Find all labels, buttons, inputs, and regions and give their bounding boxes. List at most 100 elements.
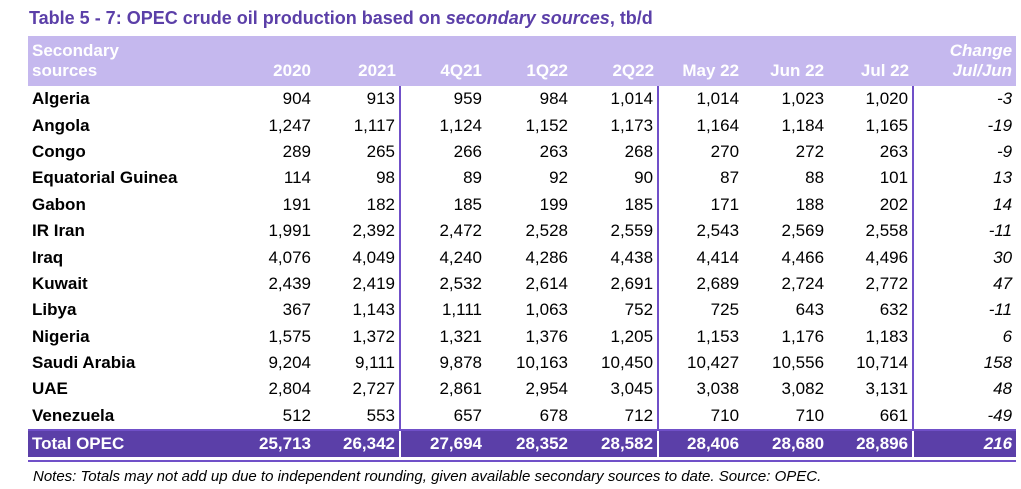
value-cell: 1,164 — [696, 115, 740, 135]
value-cell: 87 — [720, 168, 740, 188]
value-cell: 2,472 — [439, 221, 482, 241]
bottom-rule — [28, 460, 1016, 462]
value-cell: 2,724 — [781, 273, 825, 293]
value-cell: 643 — [795, 300, 825, 320]
header-col-may22: May 22 — [658, 61, 744, 86]
header-col-1q22: 1Q22 — [486, 61, 572, 86]
value-cell: 28,582 — [572, 429, 660, 458]
value-cell: 10,714 — [828, 349, 915, 377]
value-cell: 710 — [710, 405, 740, 425]
value-cell: 512 — [282, 405, 311, 425]
table-row: Libya 367 1,143 1,111 1,063 752 725 643 632 -11 — [28, 297, 1016, 324]
country-cell: Libya — [32, 300, 77, 320]
header-change-line1: Change — [913, 36, 1017, 61]
value-cell: 1,020 — [828, 86, 915, 113]
table-row: Algeria 904 913 959 984 1,014 1,014 1,023 1,020-… — [28, 86, 1016, 113]
change-cell: -11 — [988, 221, 1013, 241]
value-cell: 1,014 — [696, 89, 740, 109]
value-cell: 9,878 — [439, 353, 482, 373]
table-row: UAE 2,804 2,727 2,861 2,954 3,045 3,038 3,082 3,… — [28, 376, 1016, 403]
value-cell: 28,680 — [743, 429, 829, 458]
value-cell: 28,352 — [486, 429, 572, 458]
value-cell: 2,532 — [439, 273, 482, 293]
header-col-jun22: Jun 22 — [743, 61, 829, 86]
total-row: Total OPEC 25,713 26,342 27,694 28,352 28,582… — [28, 429, 1017, 458]
value-cell: 10,427 — [687, 353, 740, 373]
header-row-2: sources 2020 2021 4Q21 1Q22 2Q22 May 22 … — [28, 61, 1017, 86]
value-cell: 1,117 — [315, 112, 401, 139]
header-change-line2: Jul/Jun — [913, 61, 1017, 86]
value-cell: 4,414 — [696, 247, 740, 267]
value-cell: 2,543 — [696, 221, 740, 241]
value-cell: 1,991 — [268, 221, 311, 241]
header-country-line1: Secondary — [28, 36, 230, 61]
value-cell: 1,063 — [525, 300, 568, 320]
change-cell: 48 — [993, 379, 1013, 399]
country-cell: Saudi Arabia — [32, 353, 136, 373]
title-prefix: Table 5 - 7: OPEC crude oil production b… — [29, 8, 446, 28]
value-cell: 10,163 — [516, 353, 568, 373]
value-cell: 4,286 — [525, 247, 568, 267]
country-cell: Congo — [32, 141, 86, 161]
value-cell: 1,321 — [439, 326, 482, 346]
country-cell: Gabon — [32, 194, 86, 214]
header-row-1: Secondary Change — [28, 36, 1017, 61]
value-cell: 367 — [282, 300, 311, 320]
change-cell: -19 — [987, 115, 1013, 135]
change-cell: 6 — [1002, 326, 1013, 346]
value-cell: 4,438 — [572, 244, 660, 271]
value-cell: 26,342 — [315, 429, 401, 458]
value-cell: 2,689 — [696, 273, 740, 293]
value-cell: 1,143 — [315, 297, 401, 324]
header-quarter-spacer — [400, 36, 659, 61]
country-cell: Algeria — [32, 89, 90, 109]
change-cell: 158 — [983, 353, 1013, 373]
value-cell: 1,023 — [781, 89, 825, 109]
value-cell: 90 — [572, 165, 660, 192]
value-cell: 9,204 — [268, 353, 311, 373]
country-cell: IR Iran — [32, 221, 85, 241]
table-header: Secondary Change sources 2020 2021 4Q21 … — [28, 36, 1017, 86]
value-cell: 270 — [710, 141, 740, 161]
table-row: IR Iran 1,991 2,392 2,472 2,528 2,559 2,543 2,5… — [28, 217, 1016, 245]
change-cell: 216 — [913, 429, 1017, 458]
table-notes: Notes: Totals may not add up due to inde… — [33, 468, 822, 485]
table-row: Kuwait 2,439 2,419 2,532 2,614 2,691 2,689 2,72… — [28, 270, 1016, 298]
value-cell: 265 — [315, 138, 401, 166]
value-cell: 2,559 — [572, 217, 660, 245]
change-cell: -11 — [988, 300, 1013, 320]
change-cell: -9 — [996, 141, 1013, 161]
value-cell: 4,496 — [828, 244, 915, 271]
value-cell: 188 — [795, 194, 825, 214]
value-cell: 4,076 — [268, 247, 311, 267]
value-cell: 3,038 — [696, 379, 740, 399]
value-cell: 959 — [453, 89, 482, 109]
change-cell: -3 — [996, 89, 1013, 109]
value-cell: 88 — [805, 168, 825, 188]
value-cell: 1,247 — [268, 115, 311, 135]
table-row: Iraq 4,076 4,049 4,240 4,286 4,438 4,414 4,466 4… — [28, 244, 1016, 271]
value-cell: 553 — [315, 402, 401, 431]
value-cell: 712 — [572, 402, 660, 431]
value-cell: 1,575 — [268, 326, 311, 346]
value-cell: 2,419 — [315, 270, 401, 298]
value-cell: 1,376 — [525, 326, 568, 346]
country-cell: Total OPEC — [28, 429, 230, 458]
value-cell: 2,569 — [781, 221, 825, 241]
value-cell: 89 — [463, 168, 482, 188]
value-cell: 28,896 — [828, 429, 915, 458]
value-cell: 266 — [453, 141, 482, 161]
value-cell: 1,124 — [439, 115, 482, 135]
value-cell: 2,558 — [828, 217, 915, 245]
header-col-2021: 2021 — [315, 61, 400, 86]
value-cell: 101 — [828, 165, 915, 192]
value-cell: 1,111 — [441, 300, 482, 320]
country-cell: UAE — [32, 379, 68, 399]
value-cell: 2,861 — [439, 379, 482, 399]
country-cell: Nigeria — [32, 326, 90, 346]
header-col-2q22: 2Q22 — [572, 61, 659, 86]
value-cell: 171 — [710, 194, 740, 214]
value-cell: 2,804 — [268, 379, 311, 399]
value-cell: 185 — [453, 194, 482, 214]
title-emphasis: secondary sources — [445, 8, 610, 28]
